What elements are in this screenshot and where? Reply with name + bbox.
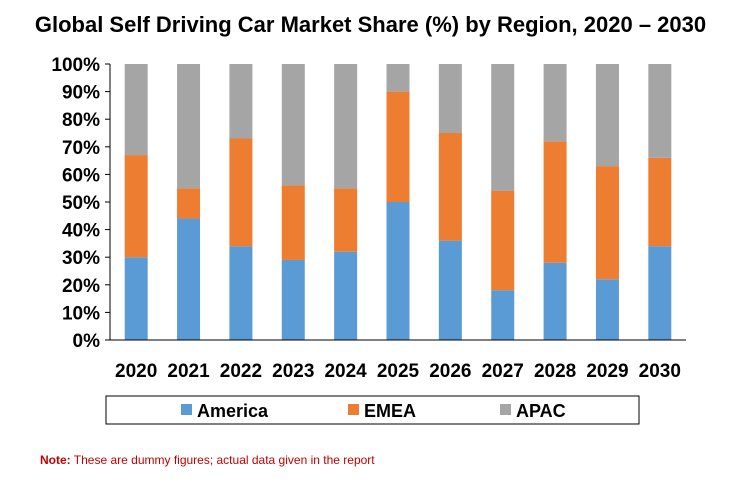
bar-emea-2027 <box>491 190 515 291</box>
x-tick-label: 2030 <box>639 361 681 382</box>
bar-apac-2023 <box>281 64 305 186</box>
y-tick-label: 70% <box>62 138 100 159</box>
legend: America EMEA APAC <box>105 395 640 425</box>
bar-emea-2030 <box>648 157 672 247</box>
bar-emea-2024 <box>334 188 358 252</box>
y-tick-label: 0% <box>73 331 101 352</box>
bar-apac-2028 <box>543 64 567 142</box>
x-tick-label: 2026 <box>429 361 471 382</box>
bar-apac-2027 <box>491 64 515 191</box>
bar-apac-2025 <box>386 64 410 92</box>
note: Note: These are dummy figures; actual da… <box>40 453 375 467</box>
x-tick-label: 2025 <box>377 361 420 382</box>
bar-america-2024 <box>334 251 358 340</box>
bar-america-2030 <box>648 246 672 340</box>
bar-emea-2022 <box>229 138 253 247</box>
bar-emea-2028 <box>543 141 567 263</box>
note-text: These are dummy figures; actual data giv… <box>70 453 375 467</box>
chart-title: Global Self Driving Car Market Share (%)… <box>34 12 707 37</box>
bar-apac-2029 <box>595 64 619 167</box>
bar-america-2029 <box>595 279 619 340</box>
y-tick-label: 80% <box>62 110 100 131</box>
y-tick-label: 20% <box>62 276 100 297</box>
bar-america-2020 <box>124 257 148 340</box>
legend-swatch-emea <box>348 404 359 415</box>
bar-emea-2020 <box>124 155 148 258</box>
bar-america-2027 <box>491 290 515 340</box>
x-tick-label: 2020 <box>115 361 157 382</box>
bar-america-2025 <box>386 202 410 340</box>
bar-america-2028 <box>543 262 567 340</box>
bar-america-2021 <box>177 218 201 340</box>
y-tick-label: 30% <box>62 248 100 269</box>
bar-america-2023 <box>281 259 305 340</box>
x-tick-label: 2022 <box>220 361 262 382</box>
bar-emea-2026 <box>438 133 462 241</box>
bar-apac-2020 <box>124 64 148 156</box>
bar-emea-2029 <box>595 166 619 280</box>
bar-america-2026 <box>438 240 462 340</box>
x-tick-label: 2028 <box>534 361 576 382</box>
y-tick-label: 100% <box>51 55 100 76</box>
y-tick-label: 10% <box>62 303 100 324</box>
x-tick-label: 2029 <box>586 361 628 382</box>
legend-swatch-apac <box>500 404 511 415</box>
legend-box <box>105 395 640 425</box>
legend-label-apac: APAC <box>516 401 566 421</box>
y-tick-label: 90% <box>62 83 100 104</box>
bar-emea-2021 <box>177 188 201 219</box>
bar-apac-2030 <box>648 64 672 158</box>
bar-emea-2025 <box>386 91 410 202</box>
bar-apac-2022 <box>229 64 253 139</box>
bar-apac-2021 <box>177 64 201 189</box>
bar-america-2022 <box>229 246 253 340</box>
x-tick-label: 2021 <box>167 361 210 382</box>
y-tick-label: 60% <box>62 165 100 186</box>
note-label: Note: <box>40 453 71 467</box>
x-tick-label: 2024 <box>324 361 367 382</box>
bar-emea-2023 <box>281 185 305 260</box>
y-tick-label: 40% <box>62 221 100 242</box>
legend-label-emea: EMEA <box>364 401 416 421</box>
bar-apac-2024 <box>334 64 358 189</box>
legend-swatch-america <box>181 404 192 415</box>
bar-apac-2026 <box>438 64 462 133</box>
x-tick-label: 2027 <box>482 361 524 382</box>
plot-area: 0% 10% 20% 30% 40% 50% 60% 70% 80% 90% 100% 2020 202… <box>51 55 686 382</box>
x-tick-label: 2023 <box>272 361 314 382</box>
legend-label-america: America <box>197 401 269 421</box>
y-tick-label: 50% <box>62 193 100 214</box>
